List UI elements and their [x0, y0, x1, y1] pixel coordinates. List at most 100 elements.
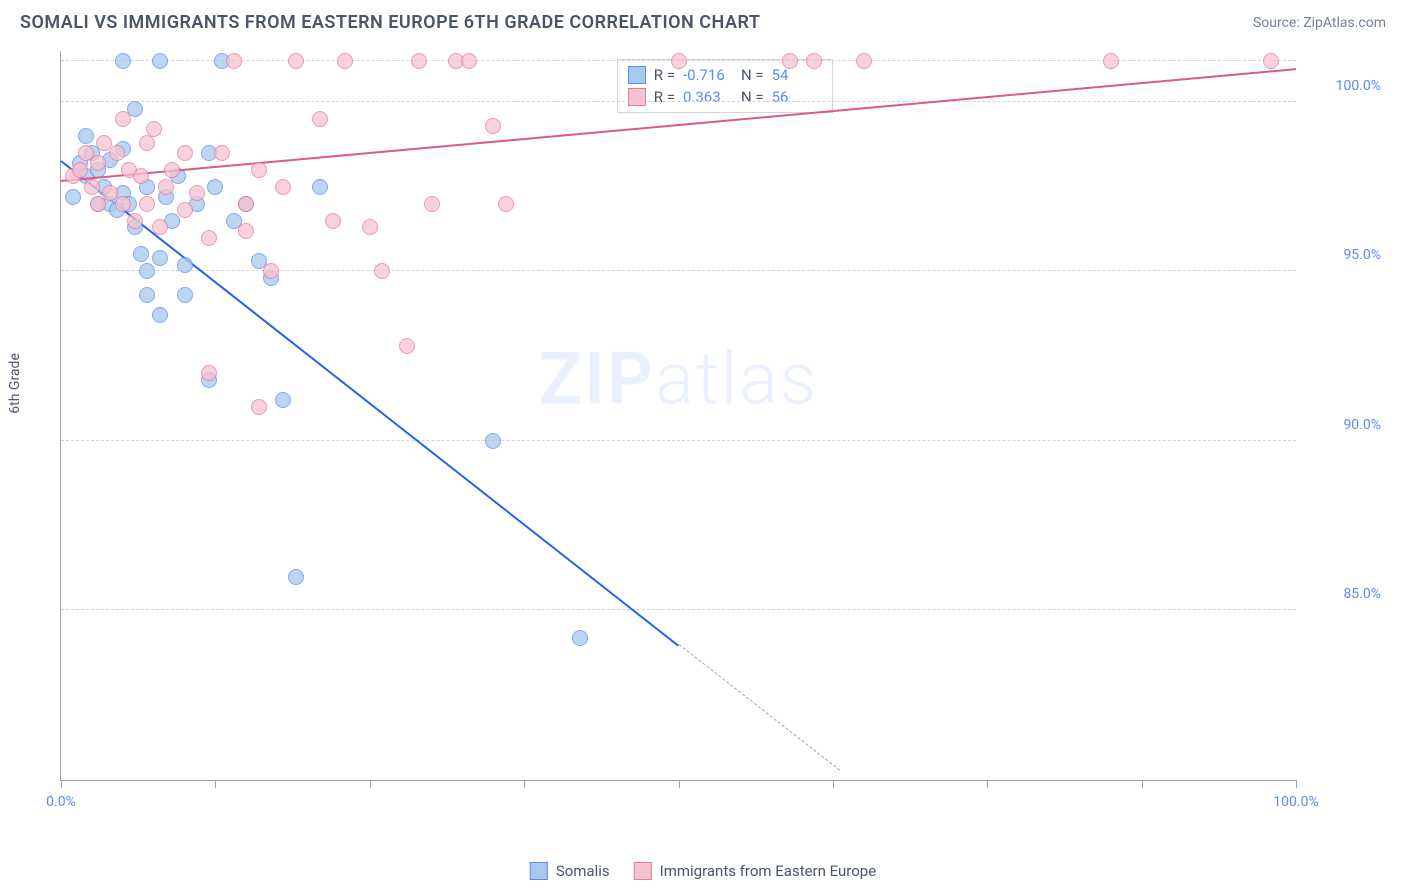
- data-point: [312, 179, 328, 195]
- data-point: [72, 162, 88, 178]
- legend-item-somalis: Somalis: [530, 862, 610, 880]
- source-attribution: Source: ZipAtlas.com: [1253, 15, 1386, 31]
- r-label: R =: [654, 66, 675, 84]
- data-point: [109, 145, 125, 161]
- data-point: [325, 213, 341, 229]
- r-label: R =: [654, 88, 675, 106]
- data-point: [115, 111, 131, 127]
- data-point: [485, 433, 501, 449]
- x-tick-label: 100.0%: [1273, 794, 1318, 810]
- swatch-eastern-europe: [628, 88, 646, 106]
- data-point: [214, 145, 230, 161]
- data-point: [127, 213, 143, 229]
- data-point: [399, 338, 415, 354]
- x-tick: [524, 780, 525, 788]
- data-point: [461, 53, 477, 69]
- data-point: [572, 630, 588, 646]
- data-point: [288, 53, 304, 69]
- data-point: [152, 307, 168, 323]
- r-value-eastern-europe: 0.363: [683, 88, 733, 106]
- x-tick: [61, 780, 62, 788]
- x-tick: [833, 780, 834, 788]
- data-point: [374, 263, 390, 279]
- data-point: [177, 202, 193, 218]
- plot-area: ZIPatlas R = -0.716 N = 54 R = 0.363 N =…: [60, 51, 1296, 781]
- data-point: [90, 155, 106, 171]
- data-point: [671, 53, 687, 69]
- data-point: [312, 111, 328, 127]
- chart-header: SOMALI VS IMMIGRANTS FROM EASTERN EUROPE…: [0, 0, 1406, 41]
- data-point: [424, 196, 440, 212]
- data-point: [152, 53, 168, 69]
- data-point: [164, 162, 180, 178]
- y-tick-label: 85.0%: [1306, 586, 1381, 602]
- data-point: [782, 53, 798, 69]
- data-point: [177, 257, 193, 273]
- trend-line: [678, 644, 839, 770]
- x-tick: [1296, 780, 1297, 788]
- data-point: [139, 287, 155, 303]
- grid-line: [61, 440, 1296, 441]
- legend-swatch-eastern-europe: [634, 862, 652, 880]
- data-point: [152, 250, 168, 266]
- x-tick: [679, 780, 680, 788]
- n-label: N =: [741, 66, 764, 84]
- watermark: ZIPatlas: [539, 337, 819, 422]
- data-point: [207, 179, 223, 195]
- x-tick: [215, 780, 216, 788]
- data-point: [251, 162, 267, 178]
- y-axis-title: 6th Grade: [7, 353, 23, 414]
- data-point: [152, 219, 168, 235]
- chart-title: SOMALI VS IMMIGRANTS FROM EASTERN EUROPE…: [20, 12, 760, 33]
- data-point: [133, 246, 149, 262]
- data-point: [362, 219, 378, 235]
- y-tick-label: 100.0%: [1306, 78, 1381, 94]
- r-value-somalis: -0.716: [683, 66, 733, 84]
- y-tick-label: 90.0%: [1306, 417, 1381, 433]
- legend-item-eastern-europe: Immigrants from Eastern Europe: [634, 862, 877, 880]
- correlation-stats-box: R = -0.716 N = 54 R = 0.363 N = 56: [617, 59, 833, 113]
- data-point: [856, 53, 872, 69]
- data-point: [158, 179, 174, 195]
- swatch-somalis: [628, 66, 646, 84]
- data-point: [806, 53, 822, 69]
- n-value-eastern-europe: 56: [772, 88, 822, 106]
- data-point: [238, 196, 254, 212]
- data-point: [133, 168, 149, 184]
- x-tick: [370, 780, 371, 788]
- data-point: [498, 196, 514, 212]
- legend-label-somalis: Somalis: [556, 862, 610, 880]
- chart-container: 6th Grade ZIPatlas R = -0.716 N = 54 R =…: [60, 41, 1386, 831]
- stats-row-eastern-europe: R = 0.363 N = 56: [628, 86, 822, 108]
- grid-line: [61, 101, 1296, 102]
- grid-line: [61, 270, 1296, 271]
- data-point: [177, 287, 193, 303]
- data-point: [78, 128, 94, 144]
- data-point: [238, 223, 254, 239]
- legend: Somalis Immigrants from Eastern Europe: [530, 862, 876, 880]
- n-label: N =: [741, 88, 764, 106]
- x-tick: [987, 780, 988, 788]
- legend-swatch-somalis: [530, 862, 548, 880]
- data-point: [201, 365, 217, 381]
- y-tick-label: 95.0%: [1306, 247, 1381, 263]
- data-point: [411, 53, 427, 69]
- legend-label-eastern-europe: Immigrants from Eastern Europe: [660, 862, 877, 880]
- data-point: [275, 392, 291, 408]
- data-point: [115, 196, 131, 212]
- data-point: [251, 399, 267, 415]
- data-point: [84, 179, 100, 195]
- data-point: [189, 185, 205, 201]
- grid-line: [61, 609, 1296, 610]
- x-tick: [1142, 780, 1143, 788]
- data-point: [226, 53, 242, 69]
- data-point: [146, 121, 162, 137]
- data-point: [201, 230, 217, 246]
- data-point: [139, 196, 155, 212]
- data-point: [337, 53, 353, 69]
- data-point: [1263, 53, 1279, 69]
- x-tick-label: 0.0%: [46, 794, 76, 810]
- data-point: [275, 179, 291, 195]
- data-point: [65, 189, 81, 205]
- data-point: [139, 263, 155, 279]
